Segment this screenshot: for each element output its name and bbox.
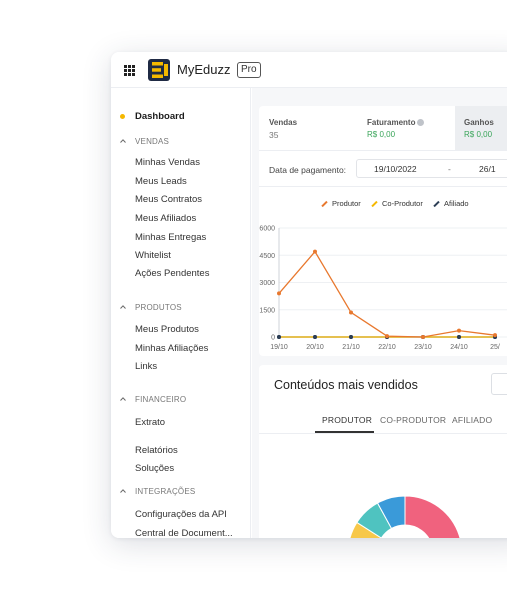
tab-produtor[interactable]: PRODUTOR (322, 415, 373, 425)
apps-grid-icon[interactable] (124, 65, 135, 76)
section-vendas[interactable]: VENDAS (135, 137, 170, 146)
sidebar-item-central-documentacao[interactable]: Central de Document... (135, 528, 233, 538)
eduzz-logo-icon (148, 59, 170, 81)
data-point (313, 249, 317, 254)
sales-donut-chart (349, 495, 462, 538)
chevron-up-icon[interactable] (120, 488, 126, 494)
data-point (277, 335, 281, 339)
info-icon[interactable] (417, 119, 425, 126)
sidebar-item-whitelist[interactable]: Whitelist (135, 250, 171, 261)
x-tick-label: 24/10 (450, 344, 468, 351)
x-tick-label: 22/10 (378, 344, 396, 351)
sidebar-item-acoes-pendentes[interactable]: Ações Pendentes (135, 268, 210, 279)
x-tick-label: 20/10 (306, 344, 324, 351)
sidebar-item-minhas-afiliacoes[interactable]: Minhas Afiliações (135, 343, 209, 354)
legend-label: Produtor (332, 199, 361, 208)
date-separator: - (448, 164, 451, 174)
plan-badge: Pro (237, 62, 261, 78)
sidebar-item-dashboard[interactable]: Dashboard (135, 111, 185, 122)
x-tick-label: 25/ (490, 344, 500, 351)
y-tick-label: 4500 (259, 253, 275, 260)
sidebar-item-configuracoes-api[interactable]: Configurações da API (135, 509, 227, 520)
series-line-produtor (278, 250, 496, 338)
legend-label: Co-Produtor (382, 199, 423, 208)
more-options-button[interactable] (491, 373, 507, 395)
y-tick-label: 1500 (259, 307, 275, 314)
legend-label: Afiliado (444, 199, 469, 208)
stat-faturamento-value: R$ 0,00 (367, 130, 396, 139)
sidebar-item-relatorios[interactable]: Relatórios (135, 445, 178, 456)
date-range-input[interactable]: 19/10/2022 - 26/1 (356, 159, 507, 178)
summary-card: Vendas 35 Faturamento R$ 0,00 Ganhos R$ … (259, 106, 507, 356)
legend-produtor[interactable]: Produtor (321, 199, 361, 208)
stat-vendas-label[interactable]: Vendas (269, 118, 298, 127)
x-tick-label: 23/10 (414, 344, 432, 351)
stat-ganhos-label[interactable]: Ganhos (464, 118, 494, 127)
stat-ganhos-bg (455, 106, 507, 150)
app-window: MyEduzz Pro Dashboard VENDAS Minhas Vend… (111, 52, 507, 538)
legend-afiliado[interactable]: Afiliado (433, 199, 469, 208)
date-start: 19/10/2022 (374, 164, 417, 174)
donut-segment-0[interactable] (404, 495, 462, 538)
tab-afiliado[interactable]: AFILIADO (452, 415, 493, 425)
sidebar-item-minhas-entregas[interactable]: Minhas Entregas (135, 232, 207, 243)
active-tab-underline (315, 431, 374, 433)
data-point (385, 334, 389, 339)
chevron-up-icon[interactable] (120, 396, 126, 402)
y-tick-label: 0 (271, 335, 275, 342)
data-point (349, 310, 353, 315)
date-filter-label: Data de pagamento: (269, 165, 347, 175)
section-integracoes[interactable]: INTEGRAÇÕES (135, 487, 196, 496)
x-tick-label: 19/10 (270, 344, 288, 351)
y-tick-label: 6000 (259, 226, 275, 233)
divider (259, 186, 507, 187)
data-point (313, 335, 317, 339)
sidebar-item-extrato[interactable]: Extrato (135, 417, 166, 428)
active-indicator-dot (120, 114, 125, 119)
stat-faturamento-label[interactable]: Faturamento (367, 118, 425, 127)
data-point (349, 335, 353, 339)
main-content: Vendas 35 Faturamento R$ 0,00 Ganhos R$ … (252, 88, 507, 538)
data-point (277, 291, 281, 296)
sidebar: Dashboard VENDAS Minhas Vendas Meus Lead… (111, 88, 251, 538)
top-bar: MyEduzz Pro (111, 52, 507, 88)
divider (259, 150, 507, 151)
chevron-up-icon[interactable] (120, 304, 126, 310)
stat-vendas-value: 35 (269, 130, 279, 140)
top-content-title: Conteúdos mais vendidos (274, 378, 418, 392)
y-tick-label: 3000 (259, 280, 275, 287)
sidebar-item-meus-afiliados[interactable]: Meus Afiliados (135, 213, 197, 224)
data-point (457, 328, 461, 333)
donut-segment-4[interactable] (376, 495, 406, 530)
sales-line-chart: 6000 4500 3000 1500 0 19/10 20/10 21/10 22/10 23/… (259, 226, 507, 351)
stat-faturamento-text: Faturamento (367, 118, 416, 127)
section-financeiro[interactable]: FINANCEIRO (135, 395, 187, 404)
section-produtos[interactable]: PRODUTOS (135, 303, 182, 312)
sidebar-item-meus-contratos[interactable]: Meus Contratos (135, 194, 203, 205)
tab-coprodutor[interactable]: CO-PRODUTOR (380, 415, 447, 425)
top-content-card: Conteúdos mais vendidos PRODUTOR CO-PROD… (259, 365, 507, 538)
chevron-up-icon[interactable] (120, 138, 126, 144)
sidebar-item-meus-leads[interactable]: Meus Leads (135, 176, 187, 187)
stat-ganhos-value: R$ 0,00 (464, 130, 493, 139)
sidebar-item-meus-produtos[interactable]: Meus Produtos (135, 324, 199, 335)
app-name: MyEduzz (177, 62, 231, 77)
date-end: 26/1 (479, 164, 496, 174)
data-point (493, 333, 497, 338)
sidebar-item-solucoes[interactable]: Soluções (135, 463, 175, 474)
x-tick-label: 21/10 (342, 344, 360, 351)
data-point (421, 335, 425, 339)
tabs-divider (259, 433, 507, 434)
sidebar-item-minhas-vendas[interactable]: Minhas Vendas (135, 157, 200, 168)
sidebar-item-links[interactable]: Links (135, 361, 158, 372)
data-point (457, 335, 461, 339)
legend-coprodutor[interactable]: Co-Produtor (371, 199, 423, 208)
